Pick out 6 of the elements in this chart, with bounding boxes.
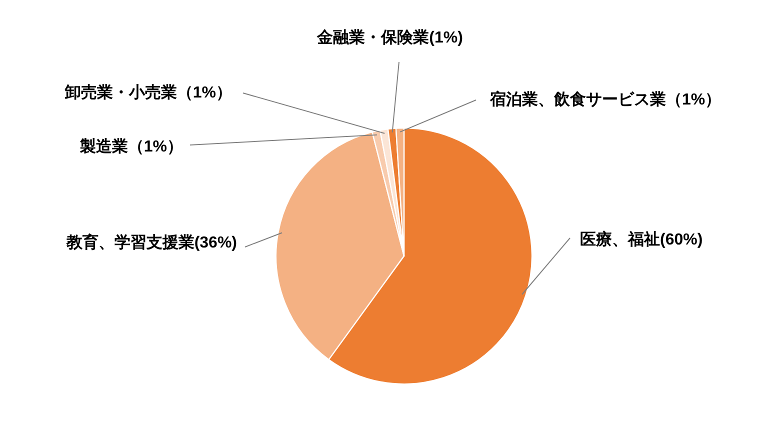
slice-label: 教育、学習支援業(36%) — [65, 232, 237, 252]
slice-label: 製造業（1%） — [78, 138, 183, 156]
slice-label: 医療、福祉(60%) — [580, 230, 703, 248]
slice-label: 宿泊業、飲食サービス業（1%） — [489, 90, 722, 108]
slice-label: 金融業・保険業(1%) — [316, 28, 463, 46]
slice-label: 卸売業・小売業（1%） — [64, 84, 232, 102]
